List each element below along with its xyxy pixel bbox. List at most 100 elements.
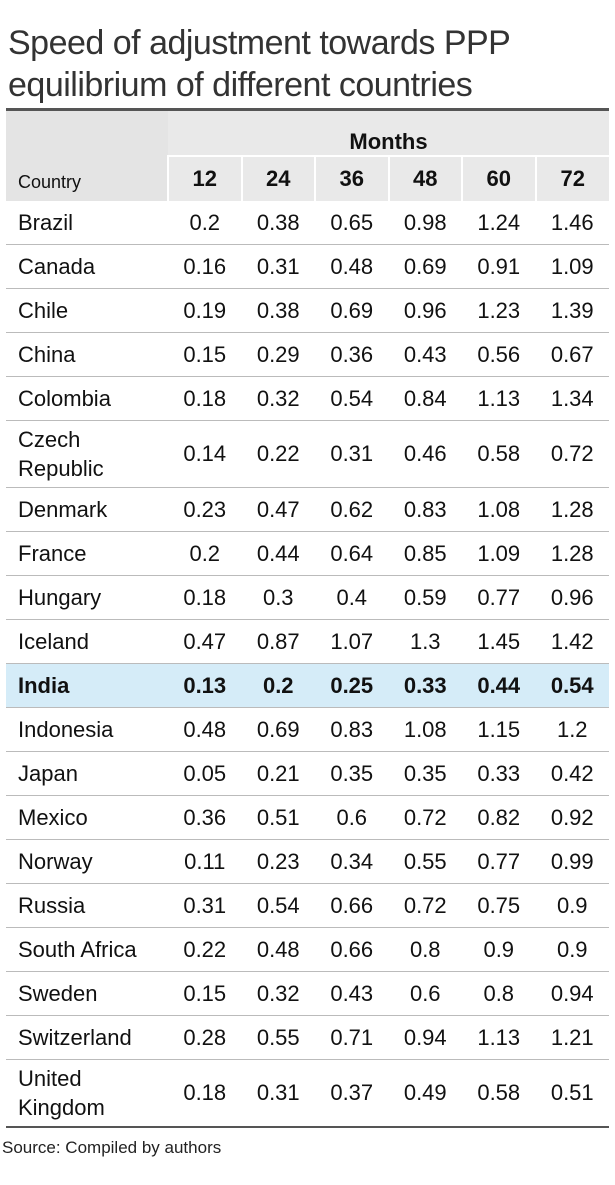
value-cell: 0.9 bbox=[535, 883, 609, 928]
country-cell: United Kingdom bbox=[6, 1059, 168, 1128]
value-cell: 1.08 bbox=[462, 487, 536, 532]
country-cell: Norway bbox=[6, 839, 168, 884]
country-cell: Russia bbox=[6, 883, 168, 928]
value-cell: 0.66 bbox=[315, 883, 389, 928]
value-cell: 0.2 bbox=[168, 201, 242, 245]
value-cell: 0.87 bbox=[241, 619, 315, 664]
value-cell: 0.28 bbox=[168, 1015, 242, 1060]
value-cell: 0.18 bbox=[168, 1059, 242, 1128]
value-cell: 0.32 bbox=[241, 376, 315, 421]
value-cell: 0.8 bbox=[388, 927, 462, 972]
value-cell: 0.54 bbox=[241, 883, 315, 928]
value-cell: 0.83 bbox=[315, 707, 389, 752]
value-cell: 0.23 bbox=[241, 839, 315, 884]
country-cell: Sweden bbox=[6, 971, 168, 1016]
value-cell: 0.72 bbox=[535, 420, 609, 488]
value-cell: 0.69 bbox=[388, 244, 462, 289]
value-cell: 0.65 bbox=[315, 201, 389, 245]
value-cell: 0.6 bbox=[388, 971, 462, 1016]
value-cell: 0.44 bbox=[462, 663, 536, 708]
table-row: Canada 0.16 0.31 0.48 0.69 0.91 1.09 bbox=[6, 244, 609, 289]
value-cell: 0.16 bbox=[168, 244, 242, 289]
value-cell: 0.85 bbox=[388, 531, 462, 576]
month-header: 36 bbox=[314, 156, 389, 201]
value-cell: 0.43 bbox=[388, 332, 462, 377]
value-cell: 0.4 bbox=[315, 575, 389, 620]
country-cell: Indonesia bbox=[6, 707, 168, 752]
value-cell: 0.33 bbox=[462, 751, 536, 796]
value-cell: 0.9 bbox=[462, 927, 536, 972]
title: Speed of adjustment towards PPP equilibr… bbox=[8, 24, 510, 104]
data-table: Country Months 12 24 36 48 60 72 Brazil 0.2 0.3… bbox=[6, 108, 609, 1128]
value-cell: 0.36 bbox=[315, 332, 389, 377]
value-cell: 1.13 bbox=[462, 1015, 536, 1060]
month-header: 72 bbox=[534, 156, 609, 201]
value-cell: 1.13 bbox=[462, 376, 536, 421]
value-cell: 0.94 bbox=[388, 1015, 462, 1060]
country-cell: Denmark bbox=[6, 487, 168, 532]
table-row: Denmark 0.23 0.47 0.62 0.83 1.08 1.28 bbox=[6, 487, 609, 532]
value-cell: 1.21 bbox=[535, 1015, 609, 1060]
value-cell: 0.18 bbox=[168, 575, 242, 620]
value-cell: 0.51 bbox=[535, 1059, 609, 1128]
country-cell: India bbox=[6, 663, 168, 708]
country-cell: South Africa bbox=[6, 927, 168, 972]
value-cell: 0.91 bbox=[462, 244, 536, 289]
value-cell: 0.37 bbox=[315, 1059, 389, 1128]
value-cell: 0.48 bbox=[168, 707, 242, 752]
value-cell: 0.33 bbox=[388, 663, 462, 708]
value-cell: 0.23 bbox=[168, 487, 242, 532]
source: Source: Compiled by authors bbox=[2, 1138, 222, 1157]
country-cell: China bbox=[6, 332, 168, 377]
value-cell: 0.22 bbox=[168, 927, 242, 972]
value-cell: 0.31 bbox=[241, 1059, 315, 1128]
header-row: Country Months bbox=[6, 109, 609, 201]
table-row: Norway 0.11 0.23 0.34 0.55 0.77 0.99 bbox=[6, 839, 609, 884]
value-cell: 0.25 bbox=[315, 663, 389, 708]
table-body: Brazil 0.2 0.38 0.65 0.98 1.24 1.46 Canada 0.16 0… bbox=[6, 201, 609, 1128]
country-cell: Chile bbox=[6, 288, 168, 333]
value-cell: 0.96 bbox=[388, 288, 462, 333]
value-cell: 0.51 bbox=[241, 795, 315, 840]
value-cell: 0.22 bbox=[241, 420, 315, 488]
value-cell: 0.98 bbox=[388, 201, 462, 245]
value-cell: 0.72 bbox=[388, 795, 462, 840]
value-cell: 0.55 bbox=[388, 839, 462, 884]
value-cell: 0.2 bbox=[241, 663, 315, 708]
country-cell: Mexico bbox=[6, 795, 168, 840]
value-cell: 1.42 bbox=[535, 619, 609, 664]
table-row: France 0.2 0.44 0.64 0.85 1.09 1.28 bbox=[6, 531, 609, 576]
month-header: 24 bbox=[240, 156, 315, 201]
value-cell: 1.2 bbox=[535, 707, 609, 752]
value-cell: 0.32 bbox=[241, 971, 315, 1016]
value-cell: 1.39 bbox=[535, 288, 609, 333]
value-cell: 0.62 bbox=[315, 487, 389, 532]
country-cell: Iceland bbox=[6, 619, 168, 664]
value-cell: 1.23 bbox=[462, 288, 536, 333]
group-header: Months bbox=[168, 109, 609, 157]
value-cell: 0.31 bbox=[241, 244, 315, 289]
table-row: Colombia 0.18 0.32 0.54 0.84 1.13 1.34 bbox=[6, 376, 609, 421]
value-cell: 0.47 bbox=[241, 487, 315, 532]
value-cell: 0.14 bbox=[168, 420, 242, 488]
value-cell: 0.83 bbox=[388, 487, 462, 532]
header-row: 12 24 36 48 60 72 bbox=[6, 156, 609, 201]
value-cell: 0.13 bbox=[168, 663, 242, 708]
value-cell: 0.77 bbox=[462, 575, 536, 620]
value-cell: 0.77 bbox=[462, 839, 536, 884]
table-row: Indonesia 0.48 0.69 0.83 1.08 1.15 1.2 bbox=[6, 707, 609, 752]
value-cell: 0.56 bbox=[462, 332, 536, 377]
value-cell: 0.8 bbox=[462, 971, 536, 1016]
value-cell: 0.54 bbox=[315, 376, 389, 421]
value-cell: 1.09 bbox=[535, 244, 609, 289]
value-cell: 0.69 bbox=[241, 707, 315, 752]
value-cell: 1.08 bbox=[388, 707, 462, 752]
value-cell: 0.71 bbox=[315, 1015, 389, 1060]
value-cell: 0.38 bbox=[241, 201, 315, 245]
value-cell: 0.21 bbox=[241, 751, 315, 796]
country-cell: Canada bbox=[6, 244, 168, 289]
value-cell: 0.3 bbox=[241, 575, 315, 620]
value-cell: 0.42 bbox=[535, 751, 609, 796]
value-cell: 0.49 bbox=[388, 1059, 462, 1128]
